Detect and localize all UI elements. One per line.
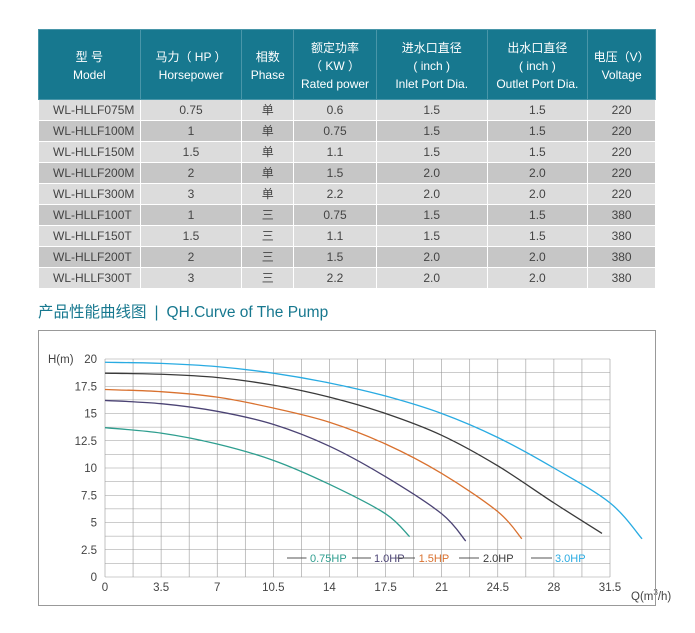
svg-text:28: 28 <box>547 582 560 594</box>
svg-text:24.5: 24.5 <box>487 582 509 594</box>
svg-text:21: 21 <box>435 582 448 594</box>
svg-text:7: 7 <box>214 582 220 594</box>
svg-text:12.5: 12.5 <box>75 436 97 448</box>
svg-text:1.5HP: 1.5HP <box>419 553 450 565</box>
svg-text:14: 14 <box>323 582 336 594</box>
svg-text:10.5: 10.5 <box>262 582 284 594</box>
svg-text:0: 0 <box>91 572 97 584</box>
svg-text:0.75HP: 0.75HP <box>310 553 347 565</box>
svg-text:10: 10 <box>84 463 97 475</box>
svg-text:20: 20 <box>84 354 97 366</box>
svg-text:2.0HP: 2.0HP <box>483 553 514 565</box>
svg-text:5: 5 <box>91 518 97 530</box>
svg-text:31.5: 31.5 <box>599 582 621 594</box>
svg-text:1.0HP: 1.0HP <box>374 553 405 565</box>
svg-text:3.5: 3.5 <box>153 582 169 594</box>
svg-text:17.5: 17.5 <box>75 381 97 393</box>
svg-text:17.5: 17.5 <box>374 582 396 594</box>
svg-text:3.0HP: 3.0HP <box>555 553 586 565</box>
svg-text:15: 15 <box>84 409 97 421</box>
svg-text:0: 0 <box>102 582 108 594</box>
svg-text:7.5: 7.5 <box>81 490 97 502</box>
svg-text:H(m): H(m) <box>48 354 74 366</box>
svg-text:2.5: 2.5 <box>81 545 97 557</box>
